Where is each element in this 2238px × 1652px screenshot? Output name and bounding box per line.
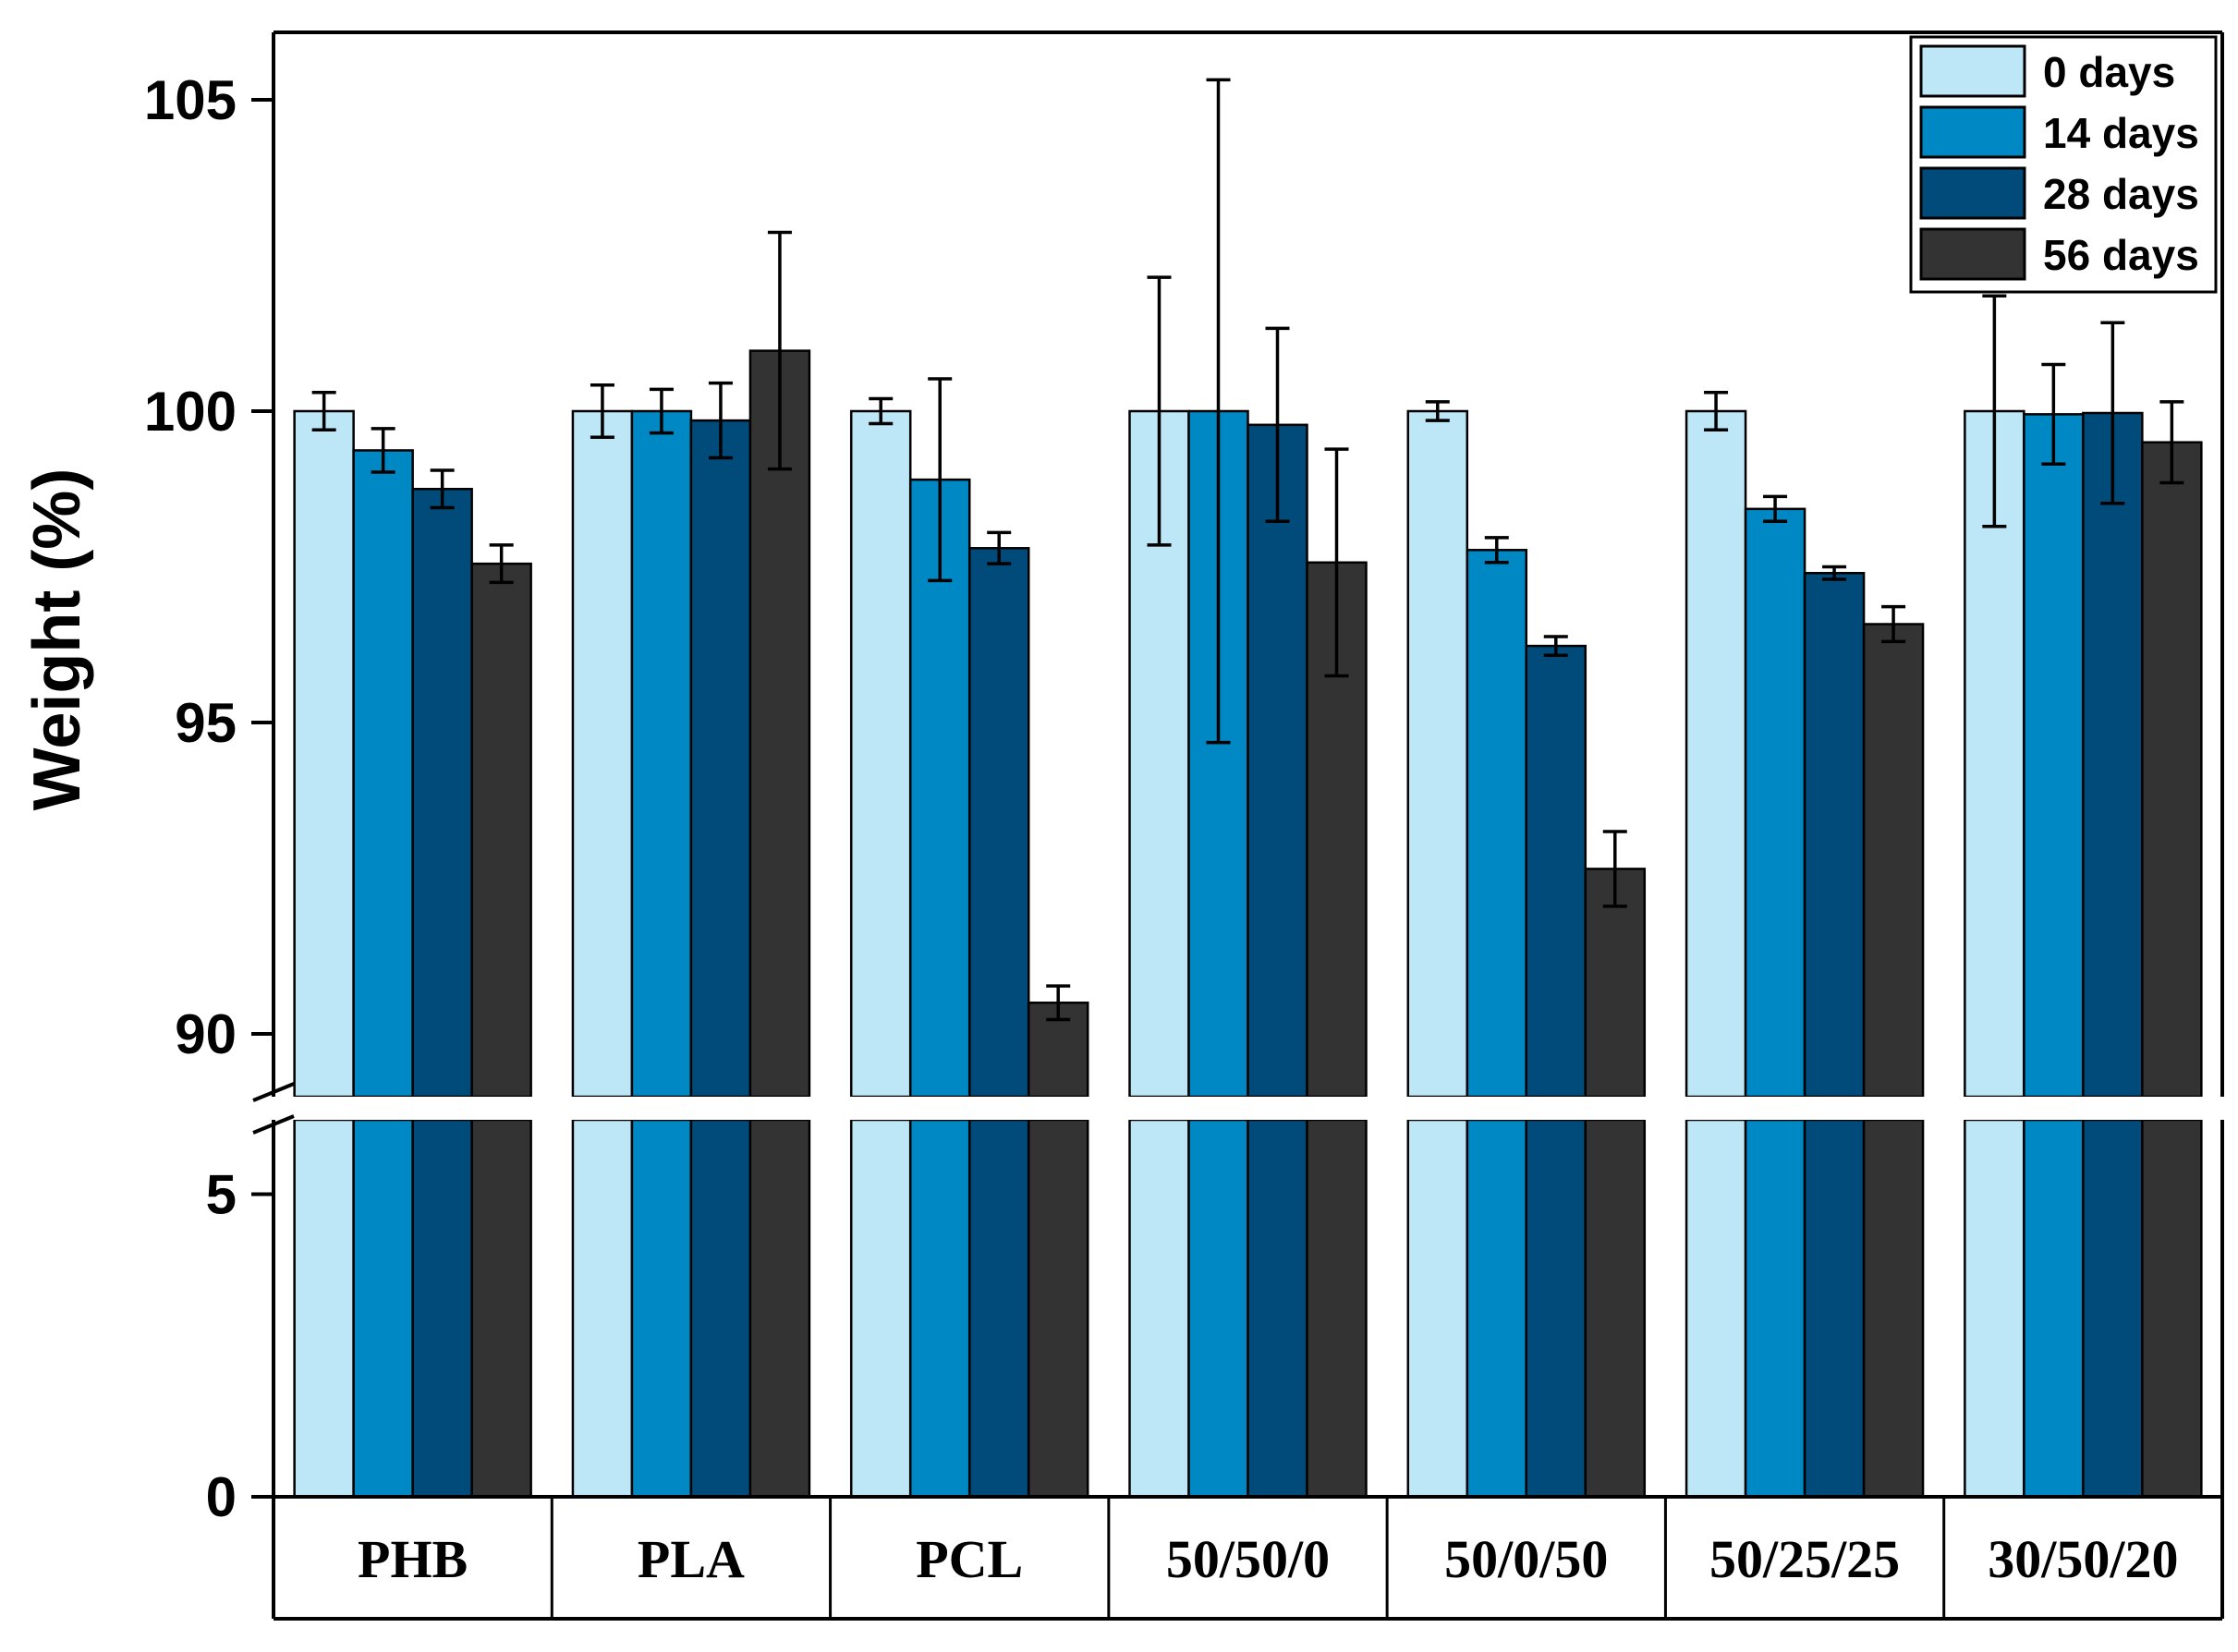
bar-lower-50-0-50-0-days xyxy=(1406,1118,1469,1499)
bar-50-0-50-14-days xyxy=(1466,549,1528,1099)
legend-swatch-28-days xyxy=(1919,166,2026,220)
bar-lower-PLA-56-days xyxy=(748,1118,811,1499)
bar-lower-30-50-20-28-days xyxy=(2082,1118,2144,1499)
bar-PLA-0-days xyxy=(571,409,634,1099)
bar-lower-PCL-28-days xyxy=(967,1118,1030,1499)
bar-50-25-25-14-days xyxy=(1744,507,1806,1099)
y-tick-100-label: 100 xyxy=(144,381,237,443)
bar-50-0-50-0-days xyxy=(1406,409,1469,1099)
bar-lower-PLA-28-days xyxy=(689,1118,752,1499)
bar-lower-50-25-25-14-days xyxy=(1744,1118,1806,1499)
y-tick-95-label: 95 xyxy=(175,692,237,754)
bar-lower-PLA-0-days xyxy=(571,1118,634,1499)
bar-lower-PCL-56-days xyxy=(1027,1118,1089,1499)
bar-PCL-0-days xyxy=(849,409,912,1099)
bar-lower-30-50-20-14-days xyxy=(2023,1118,2085,1499)
bar-PHB-28-days xyxy=(411,488,473,1099)
legend-label-0-days: 0 days xyxy=(2043,48,2175,96)
bar-lower-30-50-20-0-days xyxy=(1964,1118,2025,1499)
bar-PCL-28-days xyxy=(967,547,1030,1099)
bars-layer xyxy=(293,349,2203,1499)
legend-label-14-days: 14 days xyxy=(2043,109,2199,157)
y-axis-title: Weight (%) xyxy=(20,468,94,811)
bar-30-50-20-14-days xyxy=(2023,413,2085,1099)
y-tick-0-label: 0 xyxy=(206,1466,237,1528)
bar-50-25-25-0-days xyxy=(1685,409,1747,1099)
bar-30-50-20-28-days xyxy=(2082,411,2144,1099)
bar-lower-50-50-0-28-days xyxy=(1247,1118,1308,1499)
bar-lower-50-25-25-28-days xyxy=(1803,1118,1866,1499)
bar-lower-50-0-50-56-days xyxy=(1584,1118,1647,1499)
bar-30-50-20-56-days xyxy=(2141,441,2203,1099)
bar-lower-50-25-25-56-days xyxy=(1862,1118,1925,1499)
bar-PLA-14-days xyxy=(630,409,693,1099)
bar-lower-50-0-50-14-days xyxy=(1466,1118,1528,1499)
bar-lower-PHB-56-days xyxy=(470,1118,532,1499)
category-label-50-0-50: 50/0/50 xyxy=(1444,1529,1608,1589)
y-tick-90-label: 90 xyxy=(175,1003,237,1065)
bar-lower-PCL-0-days xyxy=(849,1118,912,1499)
bar-lower-PLA-14-days xyxy=(630,1118,693,1499)
bar-lower-30-50-20-56-days xyxy=(2141,1118,2203,1499)
category-label-PCL: PCL xyxy=(916,1529,1023,1589)
bar-lower-PHB-28-days xyxy=(411,1118,473,1499)
axis-break-mark-top xyxy=(252,1082,295,1102)
bar-PHB-0-days xyxy=(293,409,355,1099)
error-bars-layer xyxy=(311,78,2184,1022)
legend-swatch-56-days xyxy=(1919,227,2026,281)
legend-label-56-days: 56 days xyxy=(2043,231,2199,279)
bar-lower-50-50-0-56-days xyxy=(1306,1118,1368,1499)
legend-swatch-0-days xyxy=(1919,44,2026,98)
bar-PCL-14-days xyxy=(908,478,971,1099)
legend-label-28-days: 28 days xyxy=(2043,170,2199,218)
y-tick-105-label: 105 xyxy=(144,69,237,131)
bar-lower-50-25-25-0-days xyxy=(1685,1118,1747,1499)
legend: 0 days 14 days 28 days 56 days xyxy=(1909,35,2218,294)
bar-lower-PHB-0-days xyxy=(293,1118,355,1499)
category-label-50-25-25: 50/25/25 xyxy=(1709,1529,1900,1589)
bar-PLA-56-days xyxy=(748,349,811,1099)
bar-lower-50-0-50-28-days xyxy=(1525,1118,1587,1499)
bar-50-25-25-28-days xyxy=(1803,571,1866,1099)
bar-lower-50-50-0-14-days xyxy=(1187,1118,1249,1499)
y-tick-5-label: 5 xyxy=(206,1164,237,1226)
axis-break-band xyxy=(255,1097,2238,1120)
bar-50-0-50-28-days xyxy=(1525,644,1587,1099)
category-label-PHB: PHB xyxy=(358,1529,468,1589)
bar-lower-50-50-0-0-days xyxy=(1128,1118,1190,1499)
category-label-30-50-20: 30/50/20 xyxy=(1988,1529,2178,1589)
bar-lower-PHB-14-days xyxy=(352,1118,414,1499)
bar-lower-PCL-14-days xyxy=(908,1118,971,1499)
category-label-50-50-0: 50/50/0 xyxy=(1166,1529,1330,1589)
bar-50-50-0-28-days xyxy=(1247,423,1308,1099)
legend-swatch-14-days xyxy=(1919,105,2026,159)
category-label-PLA: PLA xyxy=(638,1529,745,1589)
bar-PLA-28-days xyxy=(689,419,752,1099)
axes-layer: PHB PLA PCL 50/50/0 50/0/50 50/25/25 30/50/20 9… xyxy=(20,30,2238,1621)
bar-PHB-14-days xyxy=(352,449,414,1099)
bar-PHB-56-days xyxy=(470,562,532,1099)
bar-50-25-25-56-days xyxy=(1862,623,1925,1099)
axis-break-mark-bottom xyxy=(252,1114,295,1135)
